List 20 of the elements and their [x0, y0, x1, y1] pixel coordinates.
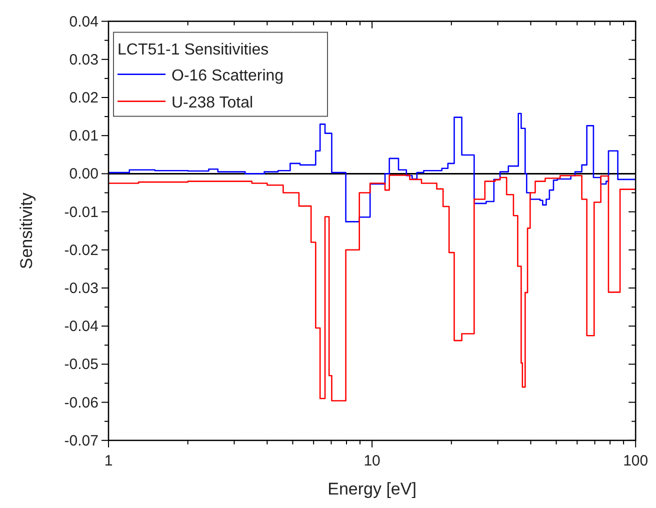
y-tick-label: 0.03	[69, 51, 98, 68]
x-axis-title: Energy [eV]	[328, 479, 416, 498]
y-tick-label: -0.06	[64, 394, 98, 412]
y-axis-title: Sensitivity	[17, 192, 36, 270]
legend-label: U-238 Total	[172, 94, 254, 112]
y-tick-label: -0.04	[64, 318, 98, 336]
y-tick-label: 0.04	[69, 13, 98, 30]
y-tick-label: -0.02	[64, 242, 98, 259]
x-tick-label: 10	[364, 452, 380, 470]
x-tick-label: 100	[623, 452, 648, 470]
y-tick-label: 0.00	[69, 166, 98, 183]
y-tick-label: 0.02	[69, 90, 98, 106]
legend-title: LCT51-1 Sensitivities	[118, 41, 269, 58]
y-tick-label: -0.05	[64, 356, 98, 374]
y-tick-label: -0.03	[64, 280, 98, 297]
y-tick-label: 0.01	[69, 128, 98, 145]
x-tick-label: 1	[104, 452, 113, 470]
y-tick-label: -0.07	[64, 432, 98, 450]
y-tick-label: -0.01	[64, 204, 98, 221]
legend-label: O-16 Scattering	[172, 67, 284, 84]
